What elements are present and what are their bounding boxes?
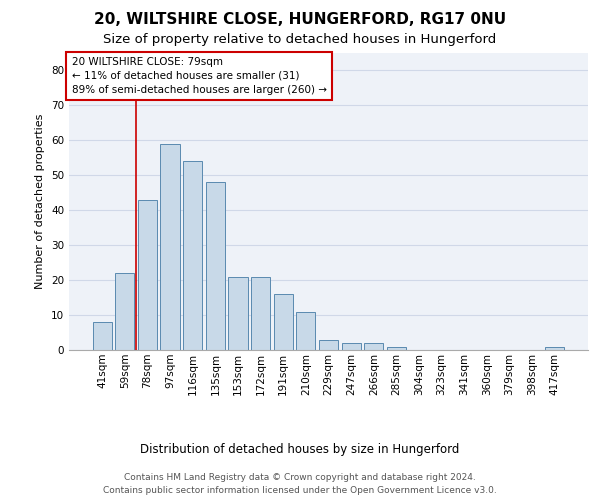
Bar bbox=[319, 340, 338, 350]
Text: Contains HM Land Registry data © Crown copyright and database right 2024.
Contai: Contains HM Land Registry data © Crown c… bbox=[103, 472, 497, 494]
Bar bbox=[545, 346, 565, 350]
Bar bbox=[183, 161, 202, 350]
Bar bbox=[115, 273, 134, 350]
Bar bbox=[341, 343, 361, 350]
Bar bbox=[274, 294, 293, 350]
Bar bbox=[229, 276, 248, 350]
Text: Distribution of detached houses by size in Hungerford: Distribution of detached houses by size … bbox=[140, 442, 460, 456]
Bar bbox=[92, 322, 112, 350]
Y-axis label: Number of detached properties: Number of detached properties bbox=[35, 114, 46, 289]
Text: 20, WILTSHIRE CLOSE, HUNGERFORD, RG17 0NU: 20, WILTSHIRE CLOSE, HUNGERFORD, RG17 0N… bbox=[94, 12, 506, 28]
Bar bbox=[364, 343, 383, 350]
Bar bbox=[251, 276, 270, 350]
Text: Size of property relative to detached houses in Hungerford: Size of property relative to detached ho… bbox=[103, 32, 497, 46]
Bar bbox=[160, 144, 180, 350]
Bar bbox=[206, 182, 225, 350]
Bar bbox=[387, 346, 406, 350]
Bar bbox=[138, 200, 157, 350]
Bar bbox=[296, 312, 316, 350]
Text: 20 WILTSHIRE CLOSE: 79sqm
← 11% of detached houses are smaller (31)
89% of semi-: 20 WILTSHIRE CLOSE: 79sqm ← 11% of detac… bbox=[71, 57, 326, 95]
